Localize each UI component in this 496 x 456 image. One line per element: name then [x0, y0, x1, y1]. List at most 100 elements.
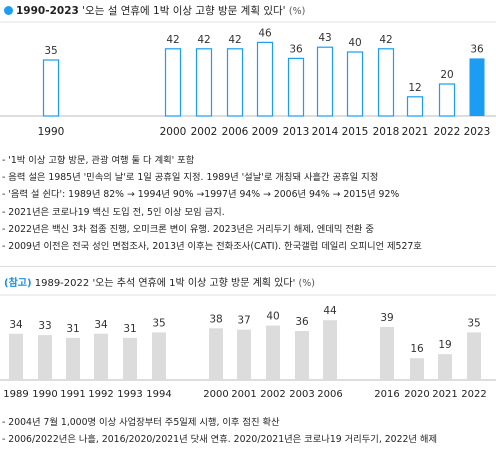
bar-value-label: 16	[410, 343, 424, 355]
bar	[38, 335, 52, 380]
bar-value-label: 39	[380, 312, 393, 324]
ref-chart-title-text: '오는 추석 연휴에 1박 이상 고향 방문 계획 있다'	[92, 278, 296, 289]
main-chart-title-text: '오는 설 연휴에 1박 이상 고향 방문 계획 있다'	[82, 5, 286, 17]
x-tick-label: 2014	[312, 126, 339, 138]
bar	[256, 41, 274, 117]
bar	[438, 83, 456, 117]
bar-value-label: 42	[197, 34, 210, 46]
x-tick-label: 2013	[283, 126, 310, 138]
ref-bar-chart: 34 1989 33 1990 31 1991 34 1992 31 1993 35 1994 38 20…	[0, 294, 496, 400]
x-tick-label: 2016	[374, 389, 399, 400]
bar-value-label: 20	[440, 69, 453, 81]
main-chart-years: 1990-2023	[16, 5, 79, 17]
bar	[66, 337, 80, 380]
note-line: - 2009년 이전은 전국 성인 면접조사, 2013년 이후는 전화조사(C…	[2, 240, 422, 252]
bar-value-label: 12	[408, 82, 421, 94]
note-line: - 2006/2022년은 나흘, 2016/2020/2021년 닷새 연휴.…	[2, 434, 438, 446]
x-tick-label: 1989	[3, 389, 28, 400]
bar	[295, 331, 309, 380]
bar-value-label: 31	[66, 323, 79, 335]
bar	[323, 320, 337, 380]
x-tick-label: 1990	[32, 389, 57, 400]
bar-value-label: 42	[166, 34, 179, 46]
bar	[406, 96, 424, 117]
x-tick-label: 2021	[432, 389, 457, 400]
x-tick-label: 1991	[60, 389, 85, 400]
bar	[377, 48, 395, 117]
note-line: - 음력 설은 1985년 '민속의 날'로 1일 공휴일 지정. 1989년 …	[2, 172, 379, 184]
bar-value-label: 34	[9, 319, 23, 331]
bar-value-label: 36	[470, 43, 484, 55]
x-tick-label: 2002	[260, 389, 285, 400]
bar-value-label: 44	[323, 305, 337, 317]
bar-value-label: 35	[152, 317, 165, 329]
main-bar-chart: 35 1990 42 2000 42 2002 42 2006 46 2009 36 2013 43 20…	[0, 21, 496, 138]
bar	[195, 48, 213, 117]
x-tick-label: 2022	[434, 126, 461, 138]
main-notes: - '1박 이상 고향 방문, 관광 여행 둘 다 계획' 포함 - 음력 설은…	[2, 152, 422, 255]
ref-tag: (참고)	[4, 278, 32, 289]
bar-value-label: 35	[44, 45, 57, 57]
bar-value-label: 38	[209, 313, 222, 325]
ref-chart-years: 1989-2022	[34, 278, 90, 289]
x-tick-label: 2003	[289, 389, 314, 400]
bar-value-label: 37	[237, 315, 250, 327]
x-tick-label: 1993	[117, 389, 142, 400]
bar	[42, 59, 60, 117]
bar-value-label: 34	[94, 319, 108, 331]
bar-value-label: 31	[123, 323, 136, 335]
x-tick-label: 2021	[402, 126, 429, 138]
x-tick-label: 1990	[38, 126, 65, 138]
bar	[123, 337, 137, 380]
bar	[9, 333, 23, 380]
x-tick-label: 2009	[252, 126, 279, 138]
bar	[316, 46, 334, 117]
bar	[94, 333, 108, 380]
bar	[469, 58, 485, 116]
bar-value-label: 35	[467, 317, 480, 329]
bar-value-label: 36	[289, 43, 303, 55]
x-tick-label: 2000	[203, 389, 228, 400]
main-chart-unit: (%)	[288, 6, 306, 17]
title-dot-icon	[4, 6, 13, 15]
note-line: - '1박 이상 고향 방문, 관광 여행 둘 다 계획' 포함	[2, 155, 195, 166]
main-chart-title: 1990-2023 '오는 설 연휴에 1박 이상 고향 방문 계획 있다' (…	[4, 3, 305, 19]
note-line: - 2022년은 백신 3차 접종 진행, 오미크론 변이 유행. 2023년은…	[2, 223, 374, 235]
x-tick-label: 2001	[231, 389, 256, 400]
bar	[438, 354, 452, 380]
x-tick-label: 2006	[222, 126, 249, 138]
bar-value-label: 42	[379, 34, 392, 46]
bar-value-label: 36	[295, 316, 309, 328]
x-tick-label: 1994	[146, 389, 171, 400]
bar-value-label: 33	[38, 320, 51, 332]
bar	[209, 328, 223, 380]
bar	[226, 48, 244, 117]
x-tick-label: 2018	[373, 126, 400, 138]
bar	[410, 358, 424, 380]
note-line: - '음력 설 쉰다': 1989년 82% → 1994년 90% →1997…	[2, 189, 400, 201]
bar-value-label: 42	[228, 34, 241, 46]
x-tick-label: 2002	[191, 126, 218, 138]
x-tick-label: 2022	[461, 389, 486, 400]
bar-value-label: 19	[438, 339, 451, 351]
bar	[237, 329, 251, 380]
x-tick-label: 2023	[464, 126, 491, 138]
bar	[346, 51, 364, 117]
x-tick-label: 2006	[317, 389, 342, 400]
bar	[152, 332, 166, 380]
bar	[164, 48, 182, 117]
bar	[266, 325, 280, 380]
section-divider	[0, 266, 496, 267]
ref-chart-title: (참고) 1989-2022 '오는 추석 연휴에 1박 이상 고향 방문 계획…	[4, 274, 315, 289]
bar-value-label: 46	[258, 27, 272, 39]
ref-notes: - 2004년 7월 1,000명 이상 사업장부터 주5일제 시행, 이후 점…	[2, 414, 437, 448]
note-line: - 2004년 7월 1,000명 이상 사업장부터 주5일제 시행, 이후 점…	[2, 417, 280, 428]
ref-chart-unit: (%)	[298, 278, 315, 289]
bar-value-label: 40	[348, 37, 361, 49]
x-tick-label: 2015	[342, 126, 369, 138]
bar	[467, 332, 481, 380]
x-tick-label: 2020	[404, 389, 429, 400]
x-tick-label: 1992	[88, 389, 113, 400]
bar	[380, 326, 394, 380]
bar-value-label: 43	[318, 32, 331, 44]
